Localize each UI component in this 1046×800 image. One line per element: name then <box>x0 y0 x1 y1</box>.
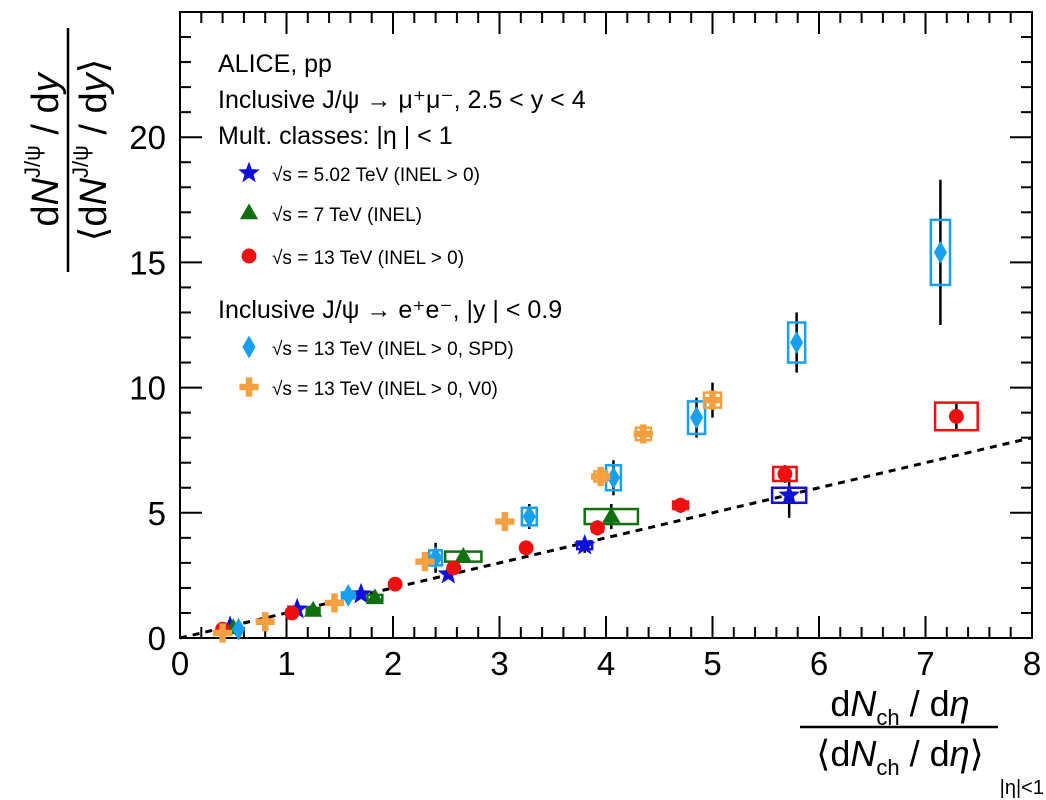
data-point <box>255 612 275 632</box>
x-axis-label-suffix: |η|<1 <box>1000 777 1044 799</box>
series-triangle <box>224 504 640 635</box>
data-point <box>284 605 300 621</box>
x-tick-label: 3 <box>490 645 508 682</box>
systematic-box <box>686 400 707 436</box>
data-point <box>673 497 688 513</box>
data-point <box>933 240 948 264</box>
y-tick-label: 20 <box>129 119 166 156</box>
data-point <box>495 511 515 532</box>
legend-entry-label: √s = 7 TeV (INEL) <box>272 205 422 226</box>
data-point <box>606 466 621 490</box>
systematic-box <box>933 401 979 432</box>
legend-entry-label: √s = 13 TeV (INEL > 0, V0) <box>272 379 498 400</box>
y-tick-label: 15 <box>129 244 166 281</box>
data-point <box>365 588 385 605</box>
data-point <box>777 466 793 482</box>
legend-entries-dimuon: √s = 5.02 TeV (INEL > 0) √s = 7 TeV (INEL… <box>238 161 480 269</box>
data-point <box>324 593 345 613</box>
reference-line <box>179 436 1033 640</box>
y-tick-label: 10 <box>129 370 166 407</box>
x-axis-label-denominator: ⟨dNch / dη⟩ <box>816 733 983 780</box>
data-point <box>778 483 801 505</box>
data-point <box>304 600 323 617</box>
data-point <box>633 424 653 444</box>
x-tick-label: 4 <box>597 645 615 682</box>
legend-entry-label: √s = 5.02 TeV (INEL > 0) <box>272 165 480 186</box>
data-point <box>213 623 233 643</box>
data-point <box>231 617 246 641</box>
x-tick-label: 6 <box>810 645 828 682</box>
x-tick-label: 1 <box>277 645 295 682</box>
data-point <box>415 552 435 572</box>
data-point <box>341 584 355 607</box>
data-point <box>591 466 611 487</box>
data-point <box>689 406 704 430</box>
x-tick-label: 2 <box>384 645 402 682</box>
legend: ALICE, pp Inclusive J/ψ → μ⁺μ⁻, 2.5 < y … <box>218 50 586 400</box>
legend-marker <box>242 335 256 359</box>
y-tick-label: 0 <box>148 620 166 657</box>
x-tick-label: 7 <box>916 645 934 682</box>
legend-marker <box>239 377 259 397</box>
systematic-box <box>929 218 952 287</box>
y-axis-label-denominator: ⟨dNJ/ψ / dy⟩ <box>68 59 115 242</box>
data-point <box>948 408 964 424</box>
legend-mult-classes: Mult. classes: |η | < 1 <box>218 122 453 150</box>
data-point <box>590 520 605 536</box>
y-tick-label: 5 <box>148 495 166 532</box>
legend-marker <box>238 161 260 183</box>
x-tick-label: 0 <box>171 645 189 682</box>
y-axis-label: dNJ/ψ / dy ⟨dNJ/ψ / dy⟩ <box>20 28 115 272</box>
x-axis-label-numerator: dNch / dη <box>830 683 969 730</box>
legend-entry: √s = 7 TeV (INEL) <box>239 203 422 226</box>
legend-entries-dielectron: √s = 13 TeV (INEL > 0, SPD) √s = 13 TeV (… <box>239 335 514 400</box>
legend-entry: √s = 13 TeV (INEL > 0, SPD) <box>242 335 514 360</box>
legend-entry: √s = 13 TeV (INEL > 0) <box>241 248 464 269</box>
x-tick-label: 5 <box>703 645 721 682</box>
data-point <box>350 582 372 604</box>
data-point <box>522 505 536 528</box>
data-point <box>573 533 596 555</box>
legend-experiment: ALICE, pp <box>218 50 332 78</box>
legend-entry-label: √s = 13 TeV (INEL > 0, SPD) <box>272 339 514 360</box>
legend-entry: √s = 5.02 TeV (INEL > 0) <box>238 161 480 186</box>
data-point <box>446 560 462 576</box>
data-point <box>454 547 473 563</box>
legend-channel-dimuon: Inclusive J/ψ → μ⁺μ⁻, 2.5 < y < 4 <box>218 86 586 114</box>
data-point <box>702 390 723 410</box>
y-axis-label-numerator: dNJ/ψ / dy <box>20 71 67 226</box>
series-cross <box>213 382 723 643</box>
legend-marker <box>241 248 257 264</box>
data-point <box>602 506 621 523</box>
data-point <box>387 576 403 592</box>
systematic-box <box>786 321 807 364</box>
legend-marker <box>239 203 259 220</box>
legend-channel-dielectron: Inclusive J/ψ → e⁺e⁻, |y | < 0.9 <box>218 296 562 324</box>
legend-entry: √s = 13 TeV (INEL > 0, V0) <box>239 377 498 400</box>
legend-entry-label: √s = 13 TeV (INEL > 0) <box>272 248 464 269</box>
data-point <box>790 331 804 354</box>
x-tick-label: 8 <box>1023 645 1041 682</box>
plot-area: 0 1 2 3 4 5 6 7 8 0 5 10 15 20 <box>129 11 1041 682</box>
x-axis-label: dNch / dη ⟨dNch / dη⟩ |η|<1 <box>800 683 1044 799</box>
data-point <box>518 540 534 556</box>
